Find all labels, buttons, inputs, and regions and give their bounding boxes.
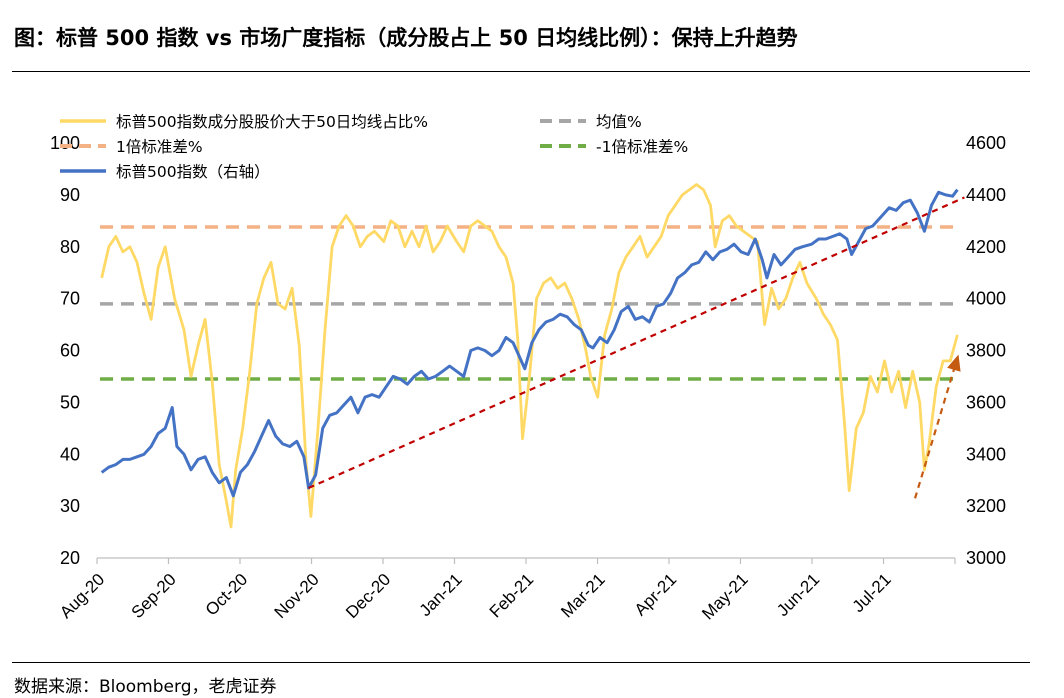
trend-line-long (308, 196, 965, 489)
x-tick-label: Dec-20 (342, 570, 394, 622)
x-tick-label: Jul-21 (849, 570, 895, 616)
y-left-tick-label: 60 (60, 341, 80, 361)
x-tick-label: Oct-20 (202, 570, 252, 620)
legend: 标普500指数成分股股价大于50日均线占比% 均值% 1倍标准差% -1倍标准差% 标普… (60, 113, 688, 181)
legend-mean-label: 均值% (596, 113, 642, 131)
x-tick-label: Mar-21 (557, 570, 609, 622)
spx-series-line (100, 188, 959, 498)
y-right-tick-label: 4200 (966, 237, 1006, 257)
trend-line-short (913, 357, 959, 499)
source-note: 数据来源：Bloomberg，老虎证券 (14, 677, 277, 697)
x-tick-label: Sep-20 (128, 570, 180, 622)
x-tick-label: Apr-21 (631, 570, 681, 620)
y-right-tick-label: 4600 (966, 133, 1006, 153)
title-rule (12, 71, 1030, 72)
x-tick-label: Jan-21 (416, 570, 466, 620)
y-left-tick-label: 50 (60, 392, 80, 412)
x-tick-label: Nov-20 (271, 570, 323, 622)
y-left-tick-label: 70 (60, 289, 80, 309)
y-right-tick-label: 3000 (966, 548, 1006, 568)
x-tick-label: Jun-21 (773, 570, 823, 620)
legend-minus-sd-label: -1倍标准差% (596, 138, 688, 156)
source-rule (12, 662, 1030, 663)
x-tick-label: May-21 (698, 570, 752, 624)
data-series (100, 183, 965, 529)
page-title: 图：标普 500 指数 vs 市场广度指标（成分股占上 50 日均线比例）：保持… (14, 26, 798, 50)
trend-arrow-head (947, 354, 961, 372)
legend-breadth-label: 标普500指数成分股股价大于50日均线占比% (116, 113, 428, 131)
y-left-tick-label: 40 (60, 444, 80, 464)
y-right-tick-label: 4400 (966, 185, 1006, 205)
y-right-tick-label: 4000 (966, 289, 1006, 309)
y-right-tick-label: 3600 (966, 392, 1006, 412)
y-left-tick-label: 30 (60, 496, 80, 516)
y-left-tick-label: 20 (60, 548, 80, 568)
y-left-tick-label: 90 (60, 185, 80, 205)
y-left-tick-label: 100 (50, 133, 80, 153)
y-left-tick-label: 80 (60, 237, 80, 257)
legend-spx-label: 标普500指数（右轴） (116, 163, 270, 181)
x-tick-label: Aug-20 (56, 570, 108, 622)
y-right-tick-label: 3400 (966, 444, 1006, 464)
legend-plus-sd-label: 1倍标准差% (116, 138, 203, 156)
y-right-tick-label: 3800 (966, 341, 1006, 361)
y-right-tick-label: 3200 (966, 496, 1006, 516)
x-tick-label: Feb-21 (486, 570, 538, 622)
